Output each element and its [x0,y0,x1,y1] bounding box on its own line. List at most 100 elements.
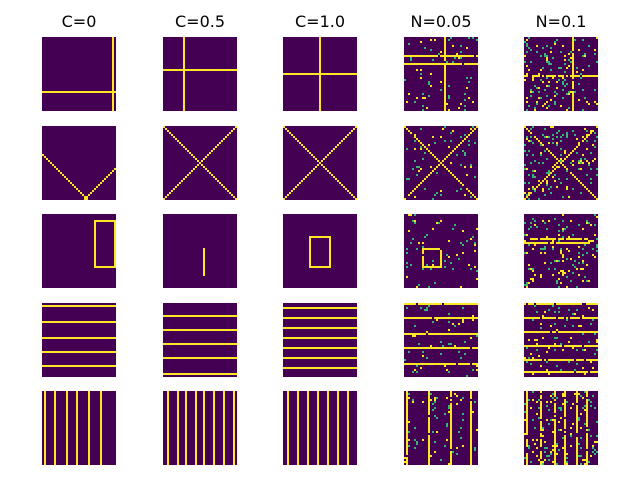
pixel [203,393,205,395]
pixel [542,435,544,437]
pixel [203,459,205,461]
pixel [229,357,231,359]
pixel [335,307,337,309]
pixel [299,357,301,359]
pixel [444,103,446,105]
pixel [325,236,327,238]
pixel [223,397,225,399]
pixel [227,190,229,192]
pixel [183,146,185,148]
pixel [584,97,586,99]
pixel [203,427,205,429]
pixel [44,351,46,353]
pixel [235,357,237,359]
pixel [418,242,420,244]
pixel [301,357,303,359]
pixel [596,75,598,77]
pixel [526,413,528,415]
pixel [544,451,546,453]
pixel [54,459,56,461]
pixel [347,317,349,319]
pixel [349,327,351,329]
pixel [309,258,311,260]
pixel [297,409,299,411]
pixel [474,317,476,319]
pixel [428,423,430,425]
pixel [287,307,289,309]
pixel [90,192,92,194]
pixel [337,307,339,309]
pixel [185,407,187,409]
pixel [44,395,46,397]
pixel [406,423,408,425]
pixel [327,73,329,75]
pixel [307,403,309,405]
pixel [540,274,542,276]
pixel [337,367,339,369]
pixel [347,409,349,411]
pixel [562,134,564,136]
pixel [590,182,592,184]
pixel [355,307,357,309]
pixel [88,449,90,451]
pixel [446,347,448,349]
pixel [289,132,291,134]
pixel [426,331,428,333]
pixel [408,347,410,349]
pixel [313,317,315,319]
pixel [470,417,472,419]
pixel [456,55,458,57]
pixel [554,459,556,461]
pixel [564,359,566,361]
pixel [114,258,116,260]
pixel [444,45,446,47]
pixel [546,180,548,182]
pixel [476,126,478,128]
pixel [474,449,476,451]
pixel [94,321,96,323]
pixel [213,459,215,461]
pixel [54,409,56,411]
pixel [560,417,562,419]
pixel [472,319,474,321]
panel-image [524,126,598,200]
pixel [106,337,108,339]
pixel [526,399,528,401]
pixel [542,463,544,465]
pixel [185,423,187,425]
pixel [54,395,56,397]
pixel [586,433,588,435]
pixel [582,367,584,369]
pixel [54,437,56,439]
pixel [546,182,548,184]
pixel [554,156,556,158]
pixel [233,343,235,345]
pixel [183,97,185,99]
pixel [46,305,48,307]
pixel [335,337,337,339]
pixel [584,409,586,411]
pixel [548,150,550,152]
pixel [572,345,574,347]
pixel [466,363,468,365]
panel-x-shape-3 [283,126,357,200]
pixel [432,321,434,323]
pixel [550,63,552,65]
pixel [556,445,558,447]
pixel [432,63,434,65]
pixel [221,329,223,331]
pixel [195,427,197,429]
pixel [464,347,466,349]
pixel [343,73,345,75]
pixel [532,186,534,188]
pixel [345,307,347,309]
pixel [548,238,550,240]
pixel [572,39,574,41]
pixel [225,315,227,317]
pixel [564,409,566,411]
pixel [594,234,596,236]
pixel [102,91,104,93]
pixel [590,168,592,170]
pixel [293,307,295,309]
pixel [568,91,570,93]
